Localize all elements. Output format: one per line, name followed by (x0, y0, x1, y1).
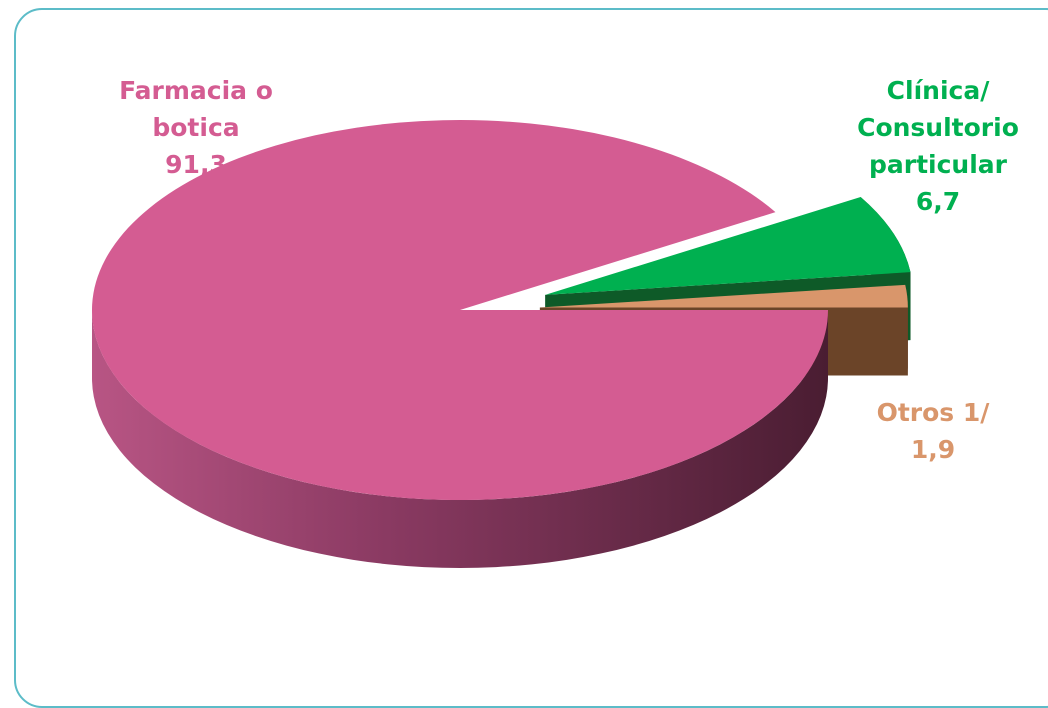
slice-value-farmacia: 91,3 (165, 150, 227, 179)
pie-chart (91, 120, 911, 568)
slice-label-clinica-line-1: Clínica/ (886, 76, 990, 105)
slice-label-farmacia-line-2: botica (152, 113, 240, 142)
slice-top-clinica (545, 196, 911, 295)
slice-label-clinica: Clínica/ Consultorio particular 6,7 (838, 72, 1038, 220)
slice-label-clinica-line-2: Consultorio (857, 113, 1019, 142)
slice-label-farmacia: Farmacia o botica 91,3 (96, 72, 296, 183)
slice-side-farmacia (92, 310, 828, 568)
slice-value-clinica: 6,7 (915, 187, 961, 216)
slice-top-otros (539, 284, 908, 308)
slice-label-farmacia-line-1: Farmacia o (119, 76, 273, 105)
slice-value-otros: 1,9 (910, 435, 956, 464)
slice-label-clinica-line-3: particular (868, 150, 1007, 179)
slice-top-farmacia (91, 120, 828, 500)
slice-label-otros: Otros 1/ 1,9 (858, 394, 1008, 468)
slice-label-otros-line-1: Otros 1/ (876, 398, 990, 427)
